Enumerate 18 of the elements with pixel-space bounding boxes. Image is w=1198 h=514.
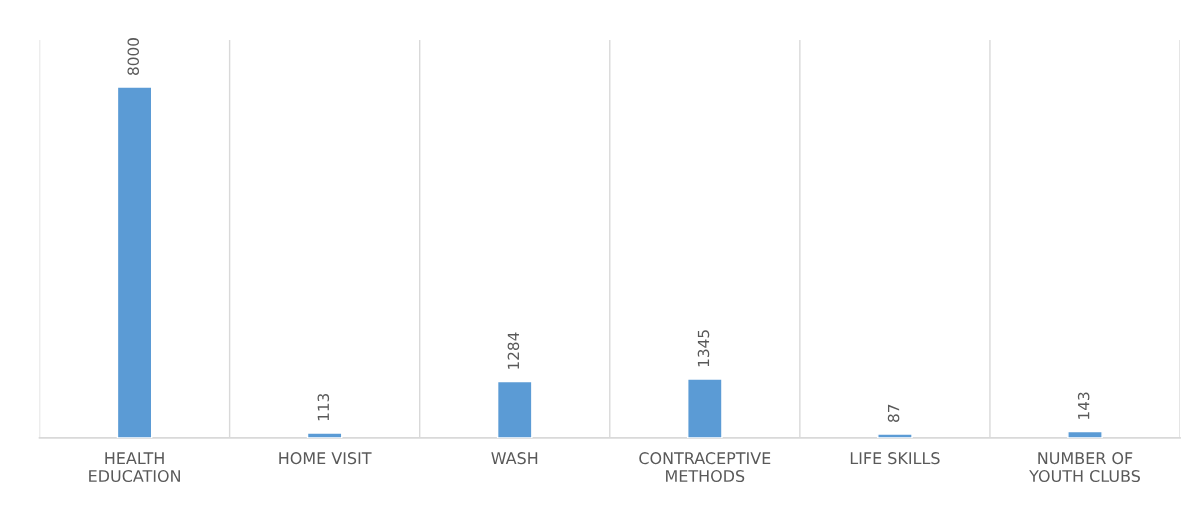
bar [877,433,913,438]
bar [687,378,723,438]
data-label: 1345 [697,330,710,367]
x-tick-label: HEALTH EDUCATION [89,452,180,483]
data-label: 87 [887,404,900,422]
bar [496,380,533,438]
x-tick-label: HOME VISIT [279,452,372,465]
x-tick-label: LIFE SKILLS [850,452,940,465]
bar [116,86,153,438]
x-tick-label: WASH [491,452,538,465]
data-label: 1284 [507,332,520,369]
data-label: 8000 [127,38,140,75]
data-label: 113 [317,393,330,421]
bar [1067,430,1103,438]
x-tick-label: CONTRACEPTIVE METHODS [639,452,771,483]
data-label: 143 [1077,392,1090,419]
bar [306,432,343,438]
x-tick-label: NUMBER OF YOUTH CLUBS [1029,452,1140,483]
